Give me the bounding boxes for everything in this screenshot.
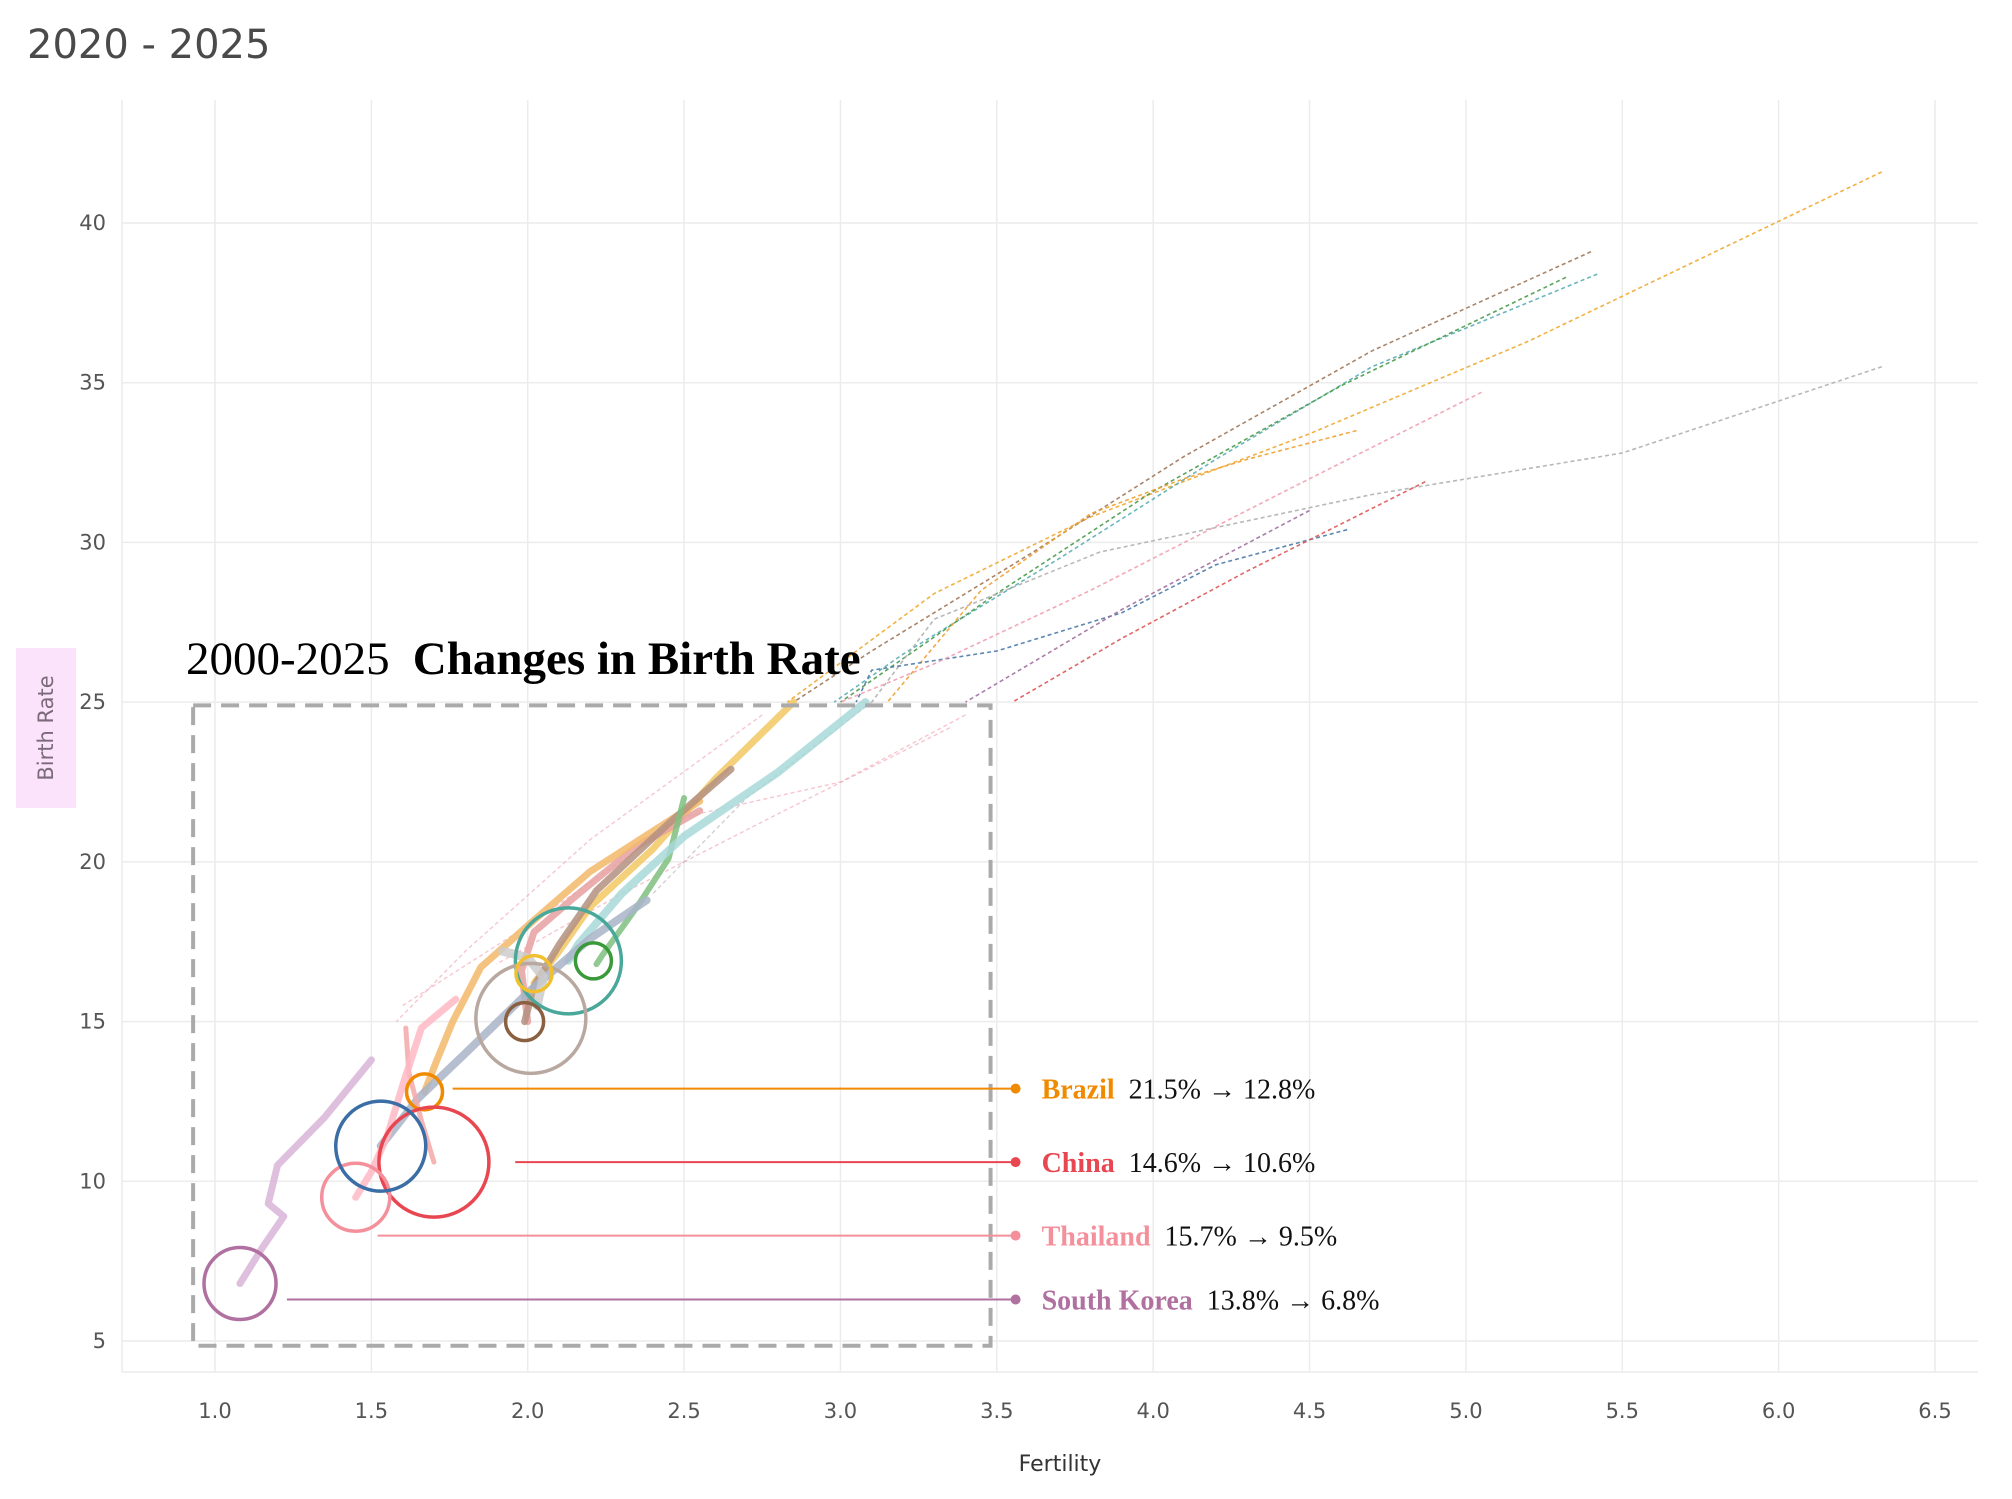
x-tick-label: 4.0	[1136, 1399, 1169, 1423]
y-tick-label: 40	[79, 211, 106, 235]
inset-title-text: Changes in Birth Rate	[413, 633, 861, 685]
annotation-country: South Korea	[1042, 1285, 1193, 1316]
background-trail	[793, 250, 1592, 703]
x-tick-label: 2.5	[667, 1399, 700, 1423]
y-tick-label: 25	[79, 690, 106, 714]
annotation-dot-brazil	[1010, 1083, 1021, 1094]
bubble-south-korea	[202, 1245, 278, 1322]
bubble	[333, 1099, 428, 1193]
x-tick-label: 5.0	[1449, 1399, 1482, 1423]
x-axis-label: Fertility	[1018, 1452, 1102, 1477]
background-trail	[840, 276, 1567, 703]
annotation-country: Thailand	[1042, 1222, 1151, 1253]
country-trail	[236, 1056, 375, 1287]
trail-layer	[236, 171, 1883, 1287]
annotation-change: 14.6% → 10.6%	[1129, 1148, 1316, 1179]
background-trail	[886, 429, 1357, 703]
y-tick-label: 10	[79, 1169, 106, 1193]
country-trail	[421, 797, 704, 1096]
x-tick-label: 4.5	[1293, 1399, 1326, 1423]
bubble	[514, 953, 554, 994]
x-tick-label: 3.0	[824, 1399, 857, 1423]
background-trail	[871, 365, 1883, 703]
tick-layer: 1.0 1.5 2.0 2.5 3.0 3.5 4.0 4.5 5.0 5.5 6.0 6.5 5 10 1…	[79, 211, 1951, 1423]
x-tick-label: 1.0	[198, 1399, 231, 1423]
bubble	[474, 961, 588, 1076]
y-tick-label: 30	[79, 530, 106, 554]
annotation-dot-south-korea	[1010, 1294, 1021, 1305]
bubble	[573, 941, 614, 981]
x-tick-label: 1.5	[355, 1399, 388, 1423]
country-trail	[521, 765, 735, 1026]
bubble-brazil	[404, 1072, 445, 1112]
faint-trail	[496, 727, 951, 965]
annotation-change: 13.8% → 6.8%	[1207, 1285, 1380, 1316]
annotation-china: China 14.6% → 10.6%	[1042, 1148, 1316, 1179]
x-tick-label: 6.0	[1762, 1399, 1795, 1423]
country-trail	[530, 698, 797, 987]
inset-title: 2000-2025 Changes in Birth Rate	[186, 633, 861, 685]
x-tick-label: 5.5	[1606, 1399, 1639, 1423]
x-tick-label: 2.0	[511, 1399, 544, 1423]
annotation-change: 15.7% → 9.5%	[1165, 1222, 1338, 1253]
annotation-change: 21.5% → 12.8%	[1129, 1075, 1316, 1106]
bubble-layer	[202, 906, 624, 1322]
y-tick-label: 5	[93, 1329, 106, 1353]
x-tick-label: 6.5	[1918, 1399, 1951, 1423]
x-tick-label: 3.5	[980, 1399, 1013, 1423]
background-trail	[1012, 480, 1426, 703]
background-trail	[833, 273, 1598, 703]
background-trail	[840, 391, 1482, 703]
faint-trail	[395, 714, 763, 1023]
bubble-china	[377, 1105, 491, 1219]
background-trail	[965, 509, 1310, 703]
bubble	[503, 1000, 546, 1043]
grid-layer	[121, 100, 1978, 1373]
y-tick-label: 20	[79, 850, 106, 874]
highlight-box	[191, 703, 993, 1348]
annotation-layer: Brazil 21.5% → 12.8% China 14.6% → 10.6% Tha…	[286, 1075, 1380, 1316]
annotation-dot-thailand	[1010, 1230, 1021, 1241]
period-title: 2020 - 2025	[27, 22, 271, 68]
annotation-south-korea: South Korea 13.8% → 6.8%	[1042, 1285, 1380, 1316]
annotation-country: China	[1042, 1148, 1115, 1179]
inset-title-years: 2000-2025	[186, 633, 390, 685]
bubble	[513, 906, 624, 1016]
country-trail	[352, 995, 460, 1201]
background-trail	[855, 528, 1348, 703]
y-axis-label-background	[16, 648, 76, 808]
bubble-thailand	[319, 1161, 392, 1234]
annotation-thailand: Thailand 15.7% → 9.5%	[1042, 1222, 1338, 1253]
annotation-dot-china	[1010, 1157, 1021, 1168]
country-trail	[403, 1025, 437, 1165]
y-tick-label: 35	[79, 371, 106, 395]
annotation-country: Brazil	[1042, 1075, 1115, 1106]
highlight-box-layer	[191, 703, 993, 1348]
y-tick-label: 15	[79, 1010, 106, 1034]
annotation-brazil: Brazil 21.5% → 12.8%	[1042, 1075, 1316, 1106]
